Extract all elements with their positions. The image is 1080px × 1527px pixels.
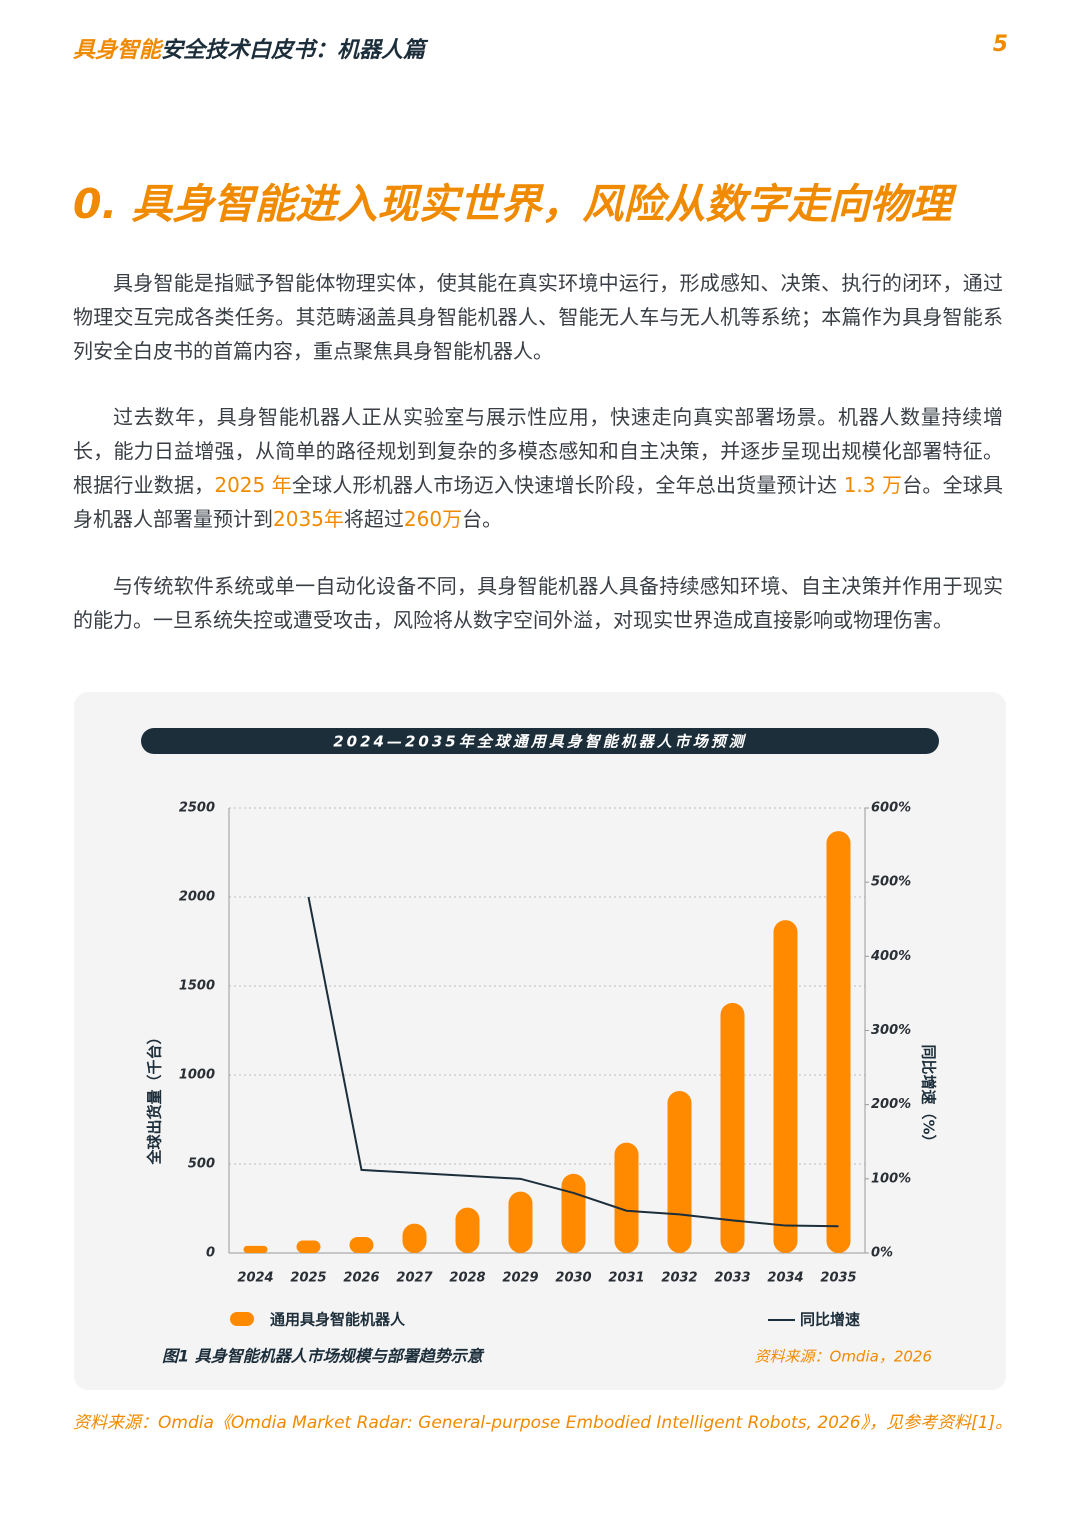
x-tick-label: 2024 xyxy=(237,1271,273,1286)
text-run: 与传统软件系统或单一自动化设备不同，具身智能机器人具备持续感知环境、自主决策并作… xyxy=(73,574,1003,632)
bar xyxy=(402,1223,427,1253)
chart-title: 2024—2035年全球通用具身智能机器人市场预测 xyxy=(333,733,747,751)
y2-tick-label: 100% xyxy=(871,1171,911,1186)
bar xyxy=(243,1245,268,1253)
y-tick-label: 2500 xyxy=(179,801,215,816)
header-title: 具身智能安全技术白皮书：机器人篇 xyxy=(73,32,425,64)
bar xyxy=(349,1236,374,1253)
x-tick-label: 2032 xyxy=(661,1271,697,1286)
y2-tick-label: 500% xyxy=(871,875,911,890)
footnote: 资料来源：Omdia《Omdia Market Radar: General-p… xyxy=(73,1413,1013,1433)
bar xyxy=(296,1240,321,1253)
page-number: 5 xyxy=(992,32,1008,57)
text-run: 全球人形机器人市场迈入快速增长阶段，全年总出货量预计达 xyxy=(291,473,844,497)
bar xyxy=(455,1207,480,1253)
x-tick-label: 2031 xyxy=(608,1271,644,1286)
text-run: 1.3 万 xyxy=(843,473,903,497)
x-tick-label: 2035 xyxy=(820,1271,856,1286)
text-run: 具身智能 xyxy=(73,38,162,63)
text-run: 2035年 xyxy=(273,507,344,531)
x-tick-label: 2026 xyxy=(343,1271,379,1286)
paragraph: 具身智能是指赋予智能体物理实体，使其能在真实环境中运行，形成感知、决策、执行的闭… xyxy=(73,266,1003,368)
y-axis-title: 全球出货量（千台） xyxy=(146,1029,164,1165)
text-run: 过去数年，具身智能机器人正从实验室与展示性应用，快速走向真实部署场景。机器人数量… xyxy=(73,405,1003,497)
paragraph: 与传统软件系统或单一自动化设备不同，具身智能机器人具备持续感知环境、自主决策并作… xyxy=(73,569,1003,637)
y-tick-label: 1000 xyxy=(179,1068,215,1083)
y-tick-label: 1500 xyxy=(179,979,215,994)
section-heading: 0. 具身智能进入现实世界，风险从数字走向物理 xyxy=(73,180,952,228)
x-tick-label: 2034 xyxy=(767,1271,803,1286)
text-run: 260万 xyxy=(403,507,463,531)
legend-label: 通用具身智能机器人 xyxy=(270,1311,406,1329)
legend-swatch xyxy=(230,1312,254,1326)
bar xyxy=(826,831,851,1253)
line xyxy=(307,896,839,1228)
bar xyxy=(561,1173,586,1253)
bar xyxy=(614,1142,639,1253)
text-run: 台。 xyxy=(462,507,503,531)
chart-caption: 图1 具身智能机器人市场规模与部署趋势示意 xyxy=(162,1347,485,1366)
y-tick-label: 0 xyxy=(206,1246,215,1261)
bar xyxy=(667,1091,692,1253)
y2-axis-title: 同比增速（%） xyxy=(920,1044,938,1149)
y2-tick-label: 0% xyxy=(871,1246,893,1261)
y-tick-label: 2000 xyxy=(179,890,215,905)
x-tick-label: 2029 xyxy=(502,1271,538,1286)
title-bar xyxy=(141,728,939,754)
chart-source: 资料来源：Omdia，2026 xyxy=(755,1348,932,1366)
chart-panel xyxy=(74,692,1006,1390)
bar xyxy=(508,1191,533,1253)
text-run: 2025 年 xyxy=(214,473,292,497)
x-tick-label: 2033 xyxy=(714,1271,750,1286)
x-tick-label: 2028 xyxy=(449,1271,485,1286)
x-tick-label: 2027 xyxy=(396,1271,433,1286)
text-run: 台。全球具身机器人部署量预计到 xyxy=(73,473,1003,531)
x-tick-label: 2025 xyxy=(290,1271,326,1286)
bar xyxy=(720,1002,745,1253)
y2-tick-label: 600% xyxy=(871,801,911,816)
y2-tick-label: 200% xyxy=(871,1097,911,1112)
paragraph: 过去数年，具身智能机器人正从实验室与展示性应用，快速走向真实部署场景。机器人数量… xyxy=(73,400,1003,536)
text-run: 安全技术白皮书：机器人篇 xyxy=(161,38,426,63)
bar xyxy=(773,920,798,1253)
y2-tick-label: 300% xyxy=(871,1023,911,1038)
x-tick-label: 2030 xyxy=(555,1271,591,1286)
legend-label: 同比增速 xyxy=(800,1311,860,1329)
text-run: 具身智能是指赋予智能体物理实体，使其能在真实环境中运行，形成感知、决策、执行的闭… xyxy=(73,271,1003,363)
y2-tick-label: 400% xyxy=(870,949,911,964)
y-tick-label: 500 xyxy=(188,1157,215,1172)
text-run: 将超过 xyxy=(343,507,404,531)
